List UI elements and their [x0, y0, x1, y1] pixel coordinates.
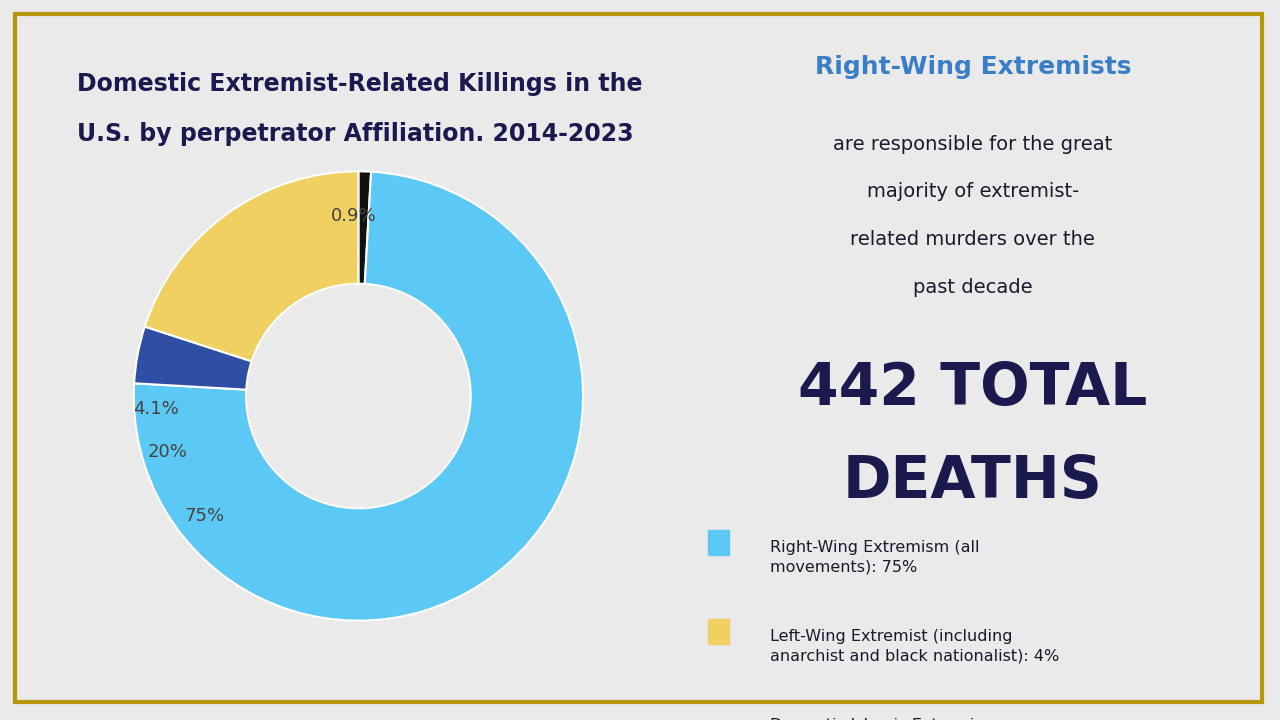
Wedge shape	[145, 171, 358, 361]
Wedge shape	[358, 171, 371, 284]
Wedge shape	[134, 327, 252, 390]
Text: Right-Wing Extremism (all
movements): 75%: Right-Wing Extremism (all movements): 75…	[771, 540, 979, 575]
Text: are responsible for the great: are responsible for the great	[833, 135, 1112, 154]
Text: 75%: 75%	[184, 507, 224, 525]
Text: past decade: past decade	[913, 278, 1033, 297]
Text: Domestic Extremist-Related Killings in the: Domestic Extremist-Related Killings in t…	[77, 72, 643, 96]
Text: U.S. by perpetrator Affiliation. 2014-2023: U.S. by perpetrator Affiliation. 2014-20…	[77, 122, 634, 146]
Bar	[708, 619, 730, 644]
Text: related murders over the: related murders over the	[850, 230, 1096, 249]
Text: Left-Wing Extremist (including
anarchist and black nationalist): 4%: Left-Wing Extremist (including anarchist…	[771, 629, 1060, 664]
Text: 0.9%: 0.9%	[330, 207, 376, 225]
Text: DEATHS: DEATHS	[842, 453, 1103, 510]
Text: Right-Wing Extremists: Right-Wing Extremists	[814, 55, 1132, 79]
Text: 442 TOTAL: 442 TOTAL	[799, 360, 1147, 417]
Bar	[708, 708, 730, 720]
Text: Domestic Islamic Extremism: Domestic Islamic Extremism	[771, 719, 998, 720]
Bar	[708, 530, 730, 554]
Wedge shape	[134, 171, 582, 621]
Text: majority of extremist-: majority of extremist-	[867, 182, 1079, 202]
Text: 4.1%: 4.1%	[133, 400, 179, 418]
Text: 20%: 20%	[147, 443, 187, 461]
